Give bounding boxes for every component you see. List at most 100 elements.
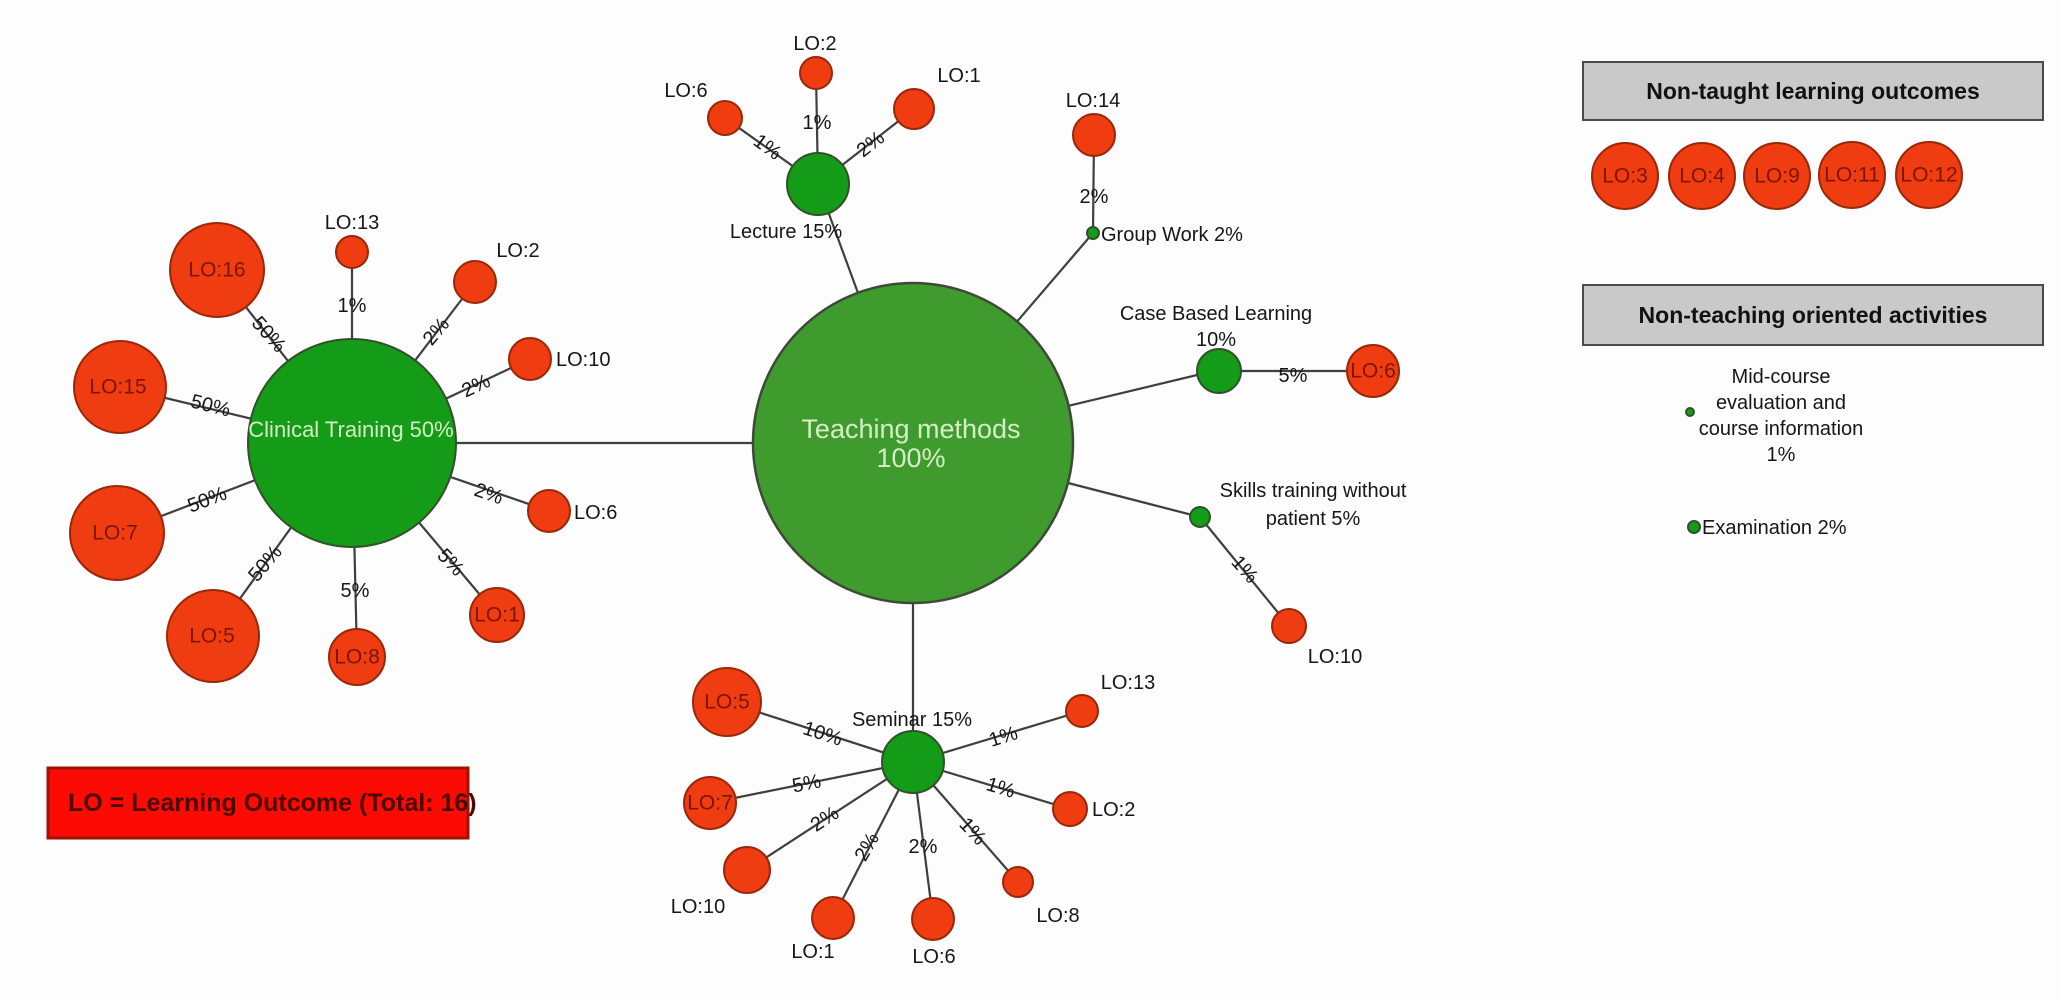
- lo-label: LO:13: [325, 212, 379, 234]
- teaching-methods-node: [751, 281, 1075, 605]
- lo-node: [893, 88, 935, 130]
- edge-weight-label: 1%: [749, 130, 785, 165]
- lo-node: [1668, 142, 1736, 210]
- non-teaching-panel-title: Non-teaching oriented activities: [1639, 302, 1988, 328]
- non-taught-panel: Non-taught learning outcomes LO:3 LO:4 L…: [1582, 61, 2044, 210]
- lo-node: [69, 485, 165, 581]
- edge-weight-label: 2%: [807, 802, 843, 836]
- legend-label: LO = Learning Outcome (Total: 16): [68, 789, 477, 817]
- lo-label: LO:5: [189, 625, 235, 648]
- edge-weight-label: 50%: [247, 312, 290, 357]
- clinical-training-label: Clinical Training 50%: [248, 417, 453, 442]
- edge-line: [709, 760, 914, 805]
- lo-label: LO:6: [664, 80, 707, 102]
- lo-label: LO:13: [1101, 672, 1155, 694]
- lo-node: [1591, 142, 1659, 210]
- lo-node: [692, 667, 762, 737]
- lo-label: LO:15: [89, 376, 146, 399]
- edge-weight-label: 5%: [341, 580, 370, 602]
- lo-node: [723, 846, 771, 894]
- lecture-node: [786, 152, 850, 216]
- examination-label: Examination 2%: [1702, 517, 1847, 539]
- lo-label: LO:6: [1350, 360, 1396, 383]
- lo-node: [527, 489, 571, 533]
- edge-line: [1199, 516, 1290, 627]
- lo-label: LO:8: [1036, 905, 1079, 927]
- lo-label: LO:12: [1900, 164, 1957, 187]
- mid-course-label: course information: [1699, 418, 1864, 440]
- teaching-methods-label: Teaching methods: [801, 414, 1020, 444]
- lo-node: [166, 589, 260, 683]
- seminar-node: [881, 730, 945, 794]
- lo-label: LO:2: [793, 33, 836, 55]
- seminar-label: Seminar 15%: [852, 709, 972, 731]
- edge-weight-label: 50%: [188, 391, 232, 422]
- clinical-training-node: [247, 338, 457, 548]
- lo-label: LO:16: [188, 259, 245, 282]
- lo-node: [1818, 141, 1886, 209]
- lo-node: [73, 340, 167, 434]
- lo-node: [335, 235, 369, 269]
- lo-node: [169, 222, 265, 318]
- edge-weight-label: 5%: [790, 770, 823, 797]
- teaching-methods-pct: 100%: [876, 443, 945, 473]
- lo-node: [469, 587, 525, 643]
- lo-label: LO:1: [474, 604, 520, 627]
- lo-label: LO:14: [1066, 90, 1120, 112]
- lo-label: LO:1: [791, 941, 834, 963]
- mid-course-node: [1685, 407, 1695, 417]
- edge-weight-label: 2%: [458, 370, 494, 402]
- skills-training-pct: patient 5%: [1266, 508, 1361, 530]
- lo-node: [1065, 694, 1099, 728]
- lo-node: [911, 897, 955, 941]
- edge-weight-label: 10%: [800, 717, 845, 750]
- lo-node: [1002, 866, 1034, 898]
- edge-weight-label: 50%: [244, 541, 287, 586]
- lo-label: LO:10: [556, 349, 610, 371]
- non-teaching-panel: Non-teaching oriented activities Mid-cou…: [1582, 284, 2044, 539]
- legend: LO = Learning Outcome (Total: 16): [46, 766, 477, 840]
- lo-label: LO:6: [912, 946, 955, 968]
- non-teaching-panel-box: [1582, 284, 2044, 346]
- edge-weight-label: 1%: [984, 773, 1018, 803]
- lo-label: LO:1: [937, 65, 980, 87]
- skills-training-node: [1189, 506, 1211, 528]
- lo-node: [508, 337, 552, 381]
- lo-label: LO:7: [687, 792, 733, 815]
- lo-node: [1743, 142, 1811, 210]
- lo-label: LO:7: [92, 522, 138, 545]
- clinical-satellites: LO:16 50% LO:13 1% LO:2 2% LO:10 2% LO:1…: [69, 212, 617, 686]
- lo-label: LO:3: [1602, 165, 1648, 188]
- edge-weight-label: 5%: [1279, 365, 1308, 387]
- edge-weight-label: 2%: [1080, 186, 1109, 208]
- non-taught-panel-box: [1582, 61, 2044, 121]
- edge-weight-label: 1%: [803, 112, 832, 134]
- edge-weight-label: 2%: [851, 829, 885, 865]
- lo-label: LO:6: [574, 502, 617, 524]
- lo-node: [707, 100, 743, 136]
- edge-weight-label: 2%: [909, 836, 938, 858]
- lo-node: [799, 56, 833, 90]
- lo-node: [1052, 791, 1088, 827]
- lo-label: LO:8: [334, 646, 380, 669]
- group-work-node: [1086, 226, 1100, 240]
- lo-node: [683, 776, 737, 830]
- lo-label: LO:10: [1308, 646, 1362, 668]
- lo-label: LO:2: [496, 240, 539, 262]
- lo-node: [1072, 113, 1116, 157]
- mid-course-pct: 1%: [1767, 444, 1796, 466]
- case-based-learning-label: Case Based Learning: [1120, 303, 1312, 325]
- lecture-satellites: LO:6 1% LO:2 1% LO:1 2%: [664, 33, 980, 165]
- mid-course-label: Mid-course: [1732, 366, 1831, 388]
- edge-line: [746, 761, 914, 871]
- edge-weight-label: 1%: [338, 295, 367, 317]
- skills-training-label: Skills training without: [1220, 480, 1407, 502]
- lo-node: [1895, 141, 1963, 209]
- lo-label: LO:9: [1754, 165, 1800, 188]
- examination-node: [1687, 520, 1701, 534]
- seminar-satellites: LO:5 10% LO:7 5% LO:10 2% LO:1 2% LO:6 2…: [671, 667, 1155, 968]
- edge-weight-label: 2%: [419, 313, 455, 349]
- lo-label: LO:10: [671, 896, 725, 918]
